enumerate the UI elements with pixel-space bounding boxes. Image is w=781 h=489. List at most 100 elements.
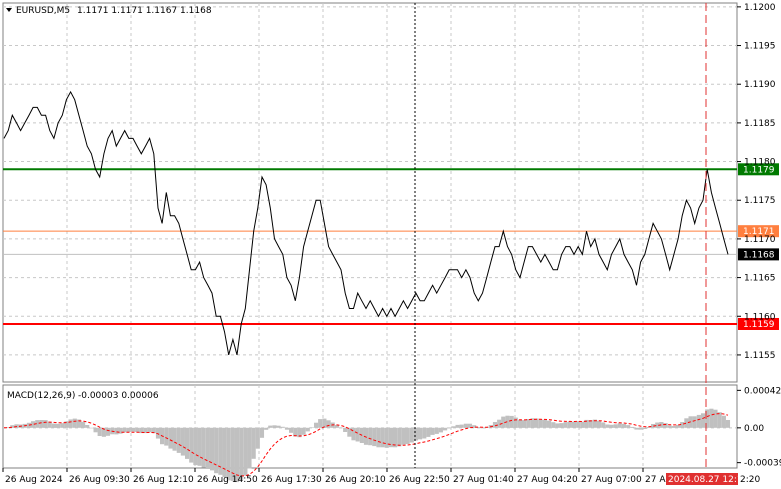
time-tick-label: 27 Aug 01:40	[453, 475, 514, 485]
price-tick-label: 1.1160	[744, 312, 776, 322]
macd-bar	[526, 419, 531, 428]
level-price-box	[738, 317, 779, 330]
macd-bar	[617, 423, 622, 428]
macd-bar	[363, 427, 369, 445]
macd-bar	[105, 427, 111, 436]
macd-bar	[251, 427, 256, 459]
macd-tick-label: 0.00042	[744, 386, 781, 396]
symbol-label: EURUSD,M5	[16, 6, 70, 16]
dropdown-triangle-icon[interactable]	[6, 8, 12, 12]
macd-bar	[276, 425, 281, 428]
macd-bar	[401, 427, 406, 445]
macd-bar	[721, 415, 726, 428]
macd-bar	[555, 423, 560, 428]
macd-bar	[293, 427, 298, 437]
level-price-box	[738, 248, 779, 261]
macd-bar	[405, 427, 410, 444]
macd-bar	[376, 427, 381, 448]
macd-bar	[255, 427, 260, 449]
macd-bar	[247, 427, 252, 469]
macd-bar	[438, 427, 443, 433]
macd-bar	[326, 420, 331, 428]
macd-bar	[463, 423, 468, 428]
macd-bar	[135, 427, 140, 433]
macd-bar	[43, 420, 48, 428]
macd-bar	[713, 409, 718, 428]
macd-bar	[243, 427, 248, 476]
macd-bar	[31, 421, 36, 428]
macd-bar	[180, 427, 185, 456]
macd-bar	[621, 423, 627, 428]
macd-bar	[696, 414, 701, 428]
macd-bar	[626, 425, 631, 428]
macd-bar	[143, 427, 148, 434]
macd-bar	[476, 427, 481, 428]
macd-bar	[280, 426, 285, 428]
level-price-label: 1.1159	[743, 320, 775, 330]
macd-bar	[176, 427, 181, 453]
price-tick-label: 1.1180	[744, 158, 776, 168]
macd-bar	[455, 424, 460, 428]
macd-bar	[201, 427, 206, 468]
macd-bar	[663, 423, 668, 428]
macd-bar	[309, 427, 314, 428]
macd-bar	[426, 427, 431, 437]
macd-bar	[705, 409, 710, 428]
macd-bar	[85, 425, 90, 428]
macd-bar	[563, 422, 568, 428]
macd-bar	[222, 427, 227, 477]
macd-bar	[492, 422, 498, 428]
macd-bar	[530, 418, 535, 428]
macd-bar	[239, 427, 244, 480]
macd-bar	[434, 427, 439, 434]
macd-bar	[214, 427, 219, 474]
macd-label: MACD(12,26,9)	[7, 391, 75, 401]
macd-bar	[122, 427, 127, 433]
macd-bar	[347, 427, 352, 437]
macd-bar	[513, 417, 518, 428]
price-tick-label: 1.1195	[744, 42, 776, 52]
macd-bar	[205, 427, 210, 469]
macd-bar	[97, 427, 102, 436]
level-price-label: 1.1171	[743, 227, 775, 237]
macd-bar	[655, 422, 660, 428]
macd-bar	[501, 416, 506, 428]
macd-bar	[538, 419, 543, 428]
macd-bar	[505, 415, 510, 428]
macd-bar	[51, 423, 57, 428]
time-tick-label: 26 Aug 20:10	[325, 475, 386, 485]
time-cursor-label: 2024.08.27 12:15	[668, 475, 748, 485]
macd-bar	[126, 427, 131, 433]
macd-bar	[114, 427, 119, 435]
macd-bar	[47, 421, 52, 428]
ohlc-values: 1.1171 1.1171 1.1167 1.1168	[77, 6, 212, 16]
macd-bar	[35, 420, 40, 428]
price-tick-label: 1.1165	[744, 274, 776, 284]
macd-bar	[651, 424, 656, 428]
macd-bar	[642, 427, 647, 429]
macd-bar	[284, 427, 290, 430]
macd-bar	[1, 427, 7, 429]
price-tick-label: 1.1170	[744, 235, 776, 245]
macd-bar	[101, 427, 106, 437]
macd-bar	[567, 421, 572, 428]
macd-bar	[139, 427, 144, 434]
macd-bar	[459, 424, 464, 428]
macd-bar	[230, 427, 235, 481]
macd-bar	[268, 425, 273, 428]
level-price-box	[738, 225, 779, 238]
macd-bar	[472, 425, 477, 428]
macd-bar	[534, 418, 539, 428]
macd-bar	[226, 427, 231, 481]
level-lines: 1.1179 1.1171 1.1168 1.1159	[3, 163, 779, 330]
macd-bar	[372, 427, 377, 447]
macd-bar	[218, 427, 223, 475]
macd-bar	[497, 419, 502, 428]
macd-bar	[10, 425, 15, 428]
price-tick-label: 1.1190	[744, 80, 776, 90]
macd-bar	[576, 421, 581, 428]
macd-bar	[64, 421, 69, 428]
macd-bar	[384, 427, 389, 448]
macd-bar	[592, 419, 597, 428]
